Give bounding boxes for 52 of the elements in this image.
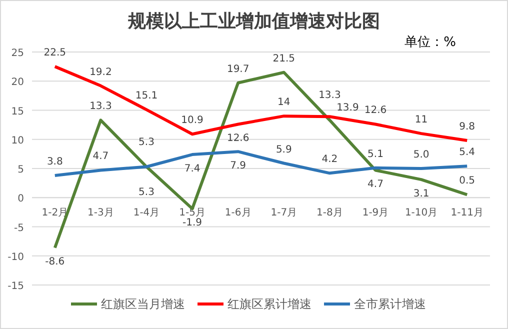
y-tick-label: -15	[8, 281, 24, 292]
y-tick-label: 0	[18, 194, 24, 205]
legend-label: 红旗区累计增速	[228, 297, 312, 311]
data-label: 3.8	[46, 156, 63, 168]
x-tick-label: 1-4月	[133, 208, 160, 219]
data-label: 5.9	[276, 144, 292, 156]
data-label: 5.1	[368, 148, 384, 160]
data-label: -1.9	[182, 218, 202, 229]
data-label: 12.6	[226, 133, 250, 144]
y-tick-label: 20	[11, 77, 24, 88]
data-label: 9.8	[459, 122, 476, 133]
x-tick-label: 1-9月	[362, 208, 389, 219]
text: 单位：%	[404, 35, 456, 50]
data-label: 3.1	[413, 188, 430, 200]
data-label: 4.7	[92, 151, 109, 162]
legend-label: 全市累计增速	[354, 297, 426, 311]
data-label: 12.6	[364, 105, 387, 116]
x-tick-label: 1-6月	[224, 208, 252, 219]
data-label: 19.7	[226, 64, 250, 75]
data-label: 13.3	[318, 90, 341, 102]
data-label: 19.2	[90, 66, 112, 78]
data-label: 22.5	[44, 48, 66, 59]
data-label: 0.5	[459, 176, 476, 187]
data-label: -8.6	[45, 256, 65, 268]
data-label: 11	[414, 114, 428, 126]
data-label: 5.4	[459, 147, 476, 158]
data-label: 15.1	[135, 90, 158, 102]
data-label: 14	[278, 97, 290, 108]
data-label: 7.4	[184, 164, 200, 175]
y-tick-label: -5	[14, 222, 24, 234]
data-label: 4.7	[368, 179, 384, 190]
data-label: 13.9	[336, 102, 359, 114]
x-tick-label: 1-11月	[450, 208, 484, 219]
data-label: 5.0	[413, 150, 430, 160]
x-tick-label: 1-7月	[270, 208, 298, 219]
x-tick-label: 1-3月	[88, 208, 114, 219]
y-tick-label: 25	[11, 48, 24, 59]
data-label: 21.5	[272, 53, 296, 64]
data-label: 7.9	[230, 160, 246, 172]
data-label: 13.3	[90, 101, 112, 112]
x-tick-label: 1-8月	[316, 208, 343, 219]
x-tick-label: 1-10月	[404, 208, 438, 219]
y-tick-label: 5	[18, 164, 24, 176]
y-tick-label: 10	[11, 135, 24, 146]
y-tick-label: 15	[11, 106, 24, 118]
y-tick-label: -10	[8, 252, 24, 263]
chart-title: 规模以上工业增加值增速对比图	[127, 11, 380, 32]
legend-label: 红旗区当月增速	[101, 297, 185, 311]
data-label: 4.2	[322, 154, 338, 166]
data-label: 10.9	[181, 115, 204, 126]
data-label: 5.3	[138, 136, 154, 148]
data-label: 5.3	[138, 186, 154, 198]
